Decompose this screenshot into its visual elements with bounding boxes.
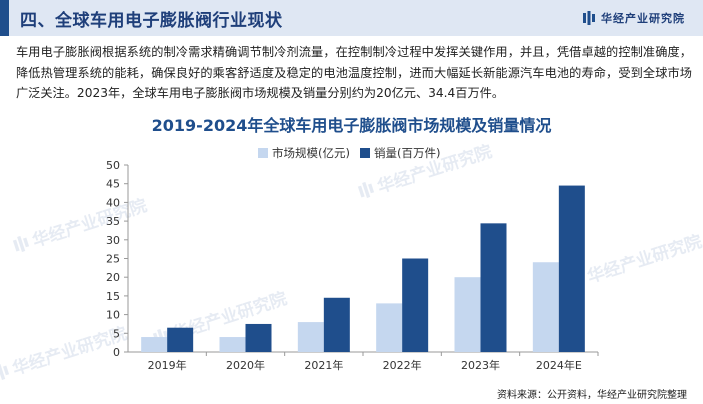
bar-market-size [297, 322, 324, 352]
brand-name: 华经产业研究院 [601, 12, 685, 25]
bar-sales-volume [480, 223, 507, 352]
legend-swatch-market-size [258, 148, 268, 158]
x-tick-label: 2020年 [226, 358, 265, 372]
y-tick-label: 35 [106, 215, 120, 228]
x-tick-label: 2019年 [148, 358, 187, 372]
legend-label-market-size: 市场规模(亿元) [272, 146, 350, 160]
bar-market-size [141, 337, 168, 352]
x-tick-label: 2021年 [304, 358, 343, 372]
bar-sales-volume [323, 297, 350, 352]
y-tick-label: 10 [106, 309, 120, 322]
x-tick-label: 2023年 [461, 358, 500, 372]
legend-item-sales-volume: 销量(百万件) [359, 145, 441, 161]
brand-logo-icon [583, 11, 595, 25]
source-note: 资料来源：公开资料，华经产业研究院整理 [497, 390, 687, 401]
bar-sales-volume [402, 258, 429, 352]
y-tick-label: 0 [113, 346, 120, 359]
legend-label-sales-volume: 销量(百万件) [373, 146, 441, 160]
bar-sales-volume [558, 185, 585, 352]
y-tick-label: 15 [106, 290, 120, 303]
brand: 华经产业研究院 [582, 10, 685, 26]
bar-market-size [376, 303, 403, 352]
y-tick-label: 5 [113, 327, 120, 340]
y-tick-label: 20 [106, 271, 120, 284]
bar-market-size [219, 337, 246, 352]
bar-market-size [532, 262, 559, 352]
legend-swatch-sales-volume [359, 148, 370, 158]
header-accent [0, 0, 9, 36]
y-tick-label: 30 [106, 234, 120, 247]
bar-sales-volume [245, 323, 272, 352]
header-bar: 四、全球车用电子膨胀阀行业现状 华经产业研究院 [0, 0, 703, 36]
description-paragraph: 车用电子膨胀阀根据系统的制冷需求精确调节制冷剂流量，在控制制冷过程中发挥关键作用… [16, 45, 692, 100]
section-title: 四、全球车用电子膨胀阀行业现状 [20, 11, 283, 31]
y-tick-label: 45 [106, 178, 120, 191]
chart-title: 2019-2024年全球车用电子膨胀阀市场规模及销量情况 [151, 116, 552, 135]
x-tick-label: 2022年 [383, 358, 422, 372]
y-tick-label: 50 [106, 159, 120, 172]
bar-sales-volume [167, 327, 194, 352]
legend-item-market-size: 市场规模(亿元) [258, 145, 350, 161]
chart-legend: 市场规模(亿元) 销量(百万件) [258, 145, 440, 161]
y-tick-label: 40 [106, 196, 120, 209]
bar-market-size [454, 277, 481, 352]
x-tick-label: 2024年E [536, 358, 582, 372]
y-tick-label: 25 [106, 253, 120, 266]
